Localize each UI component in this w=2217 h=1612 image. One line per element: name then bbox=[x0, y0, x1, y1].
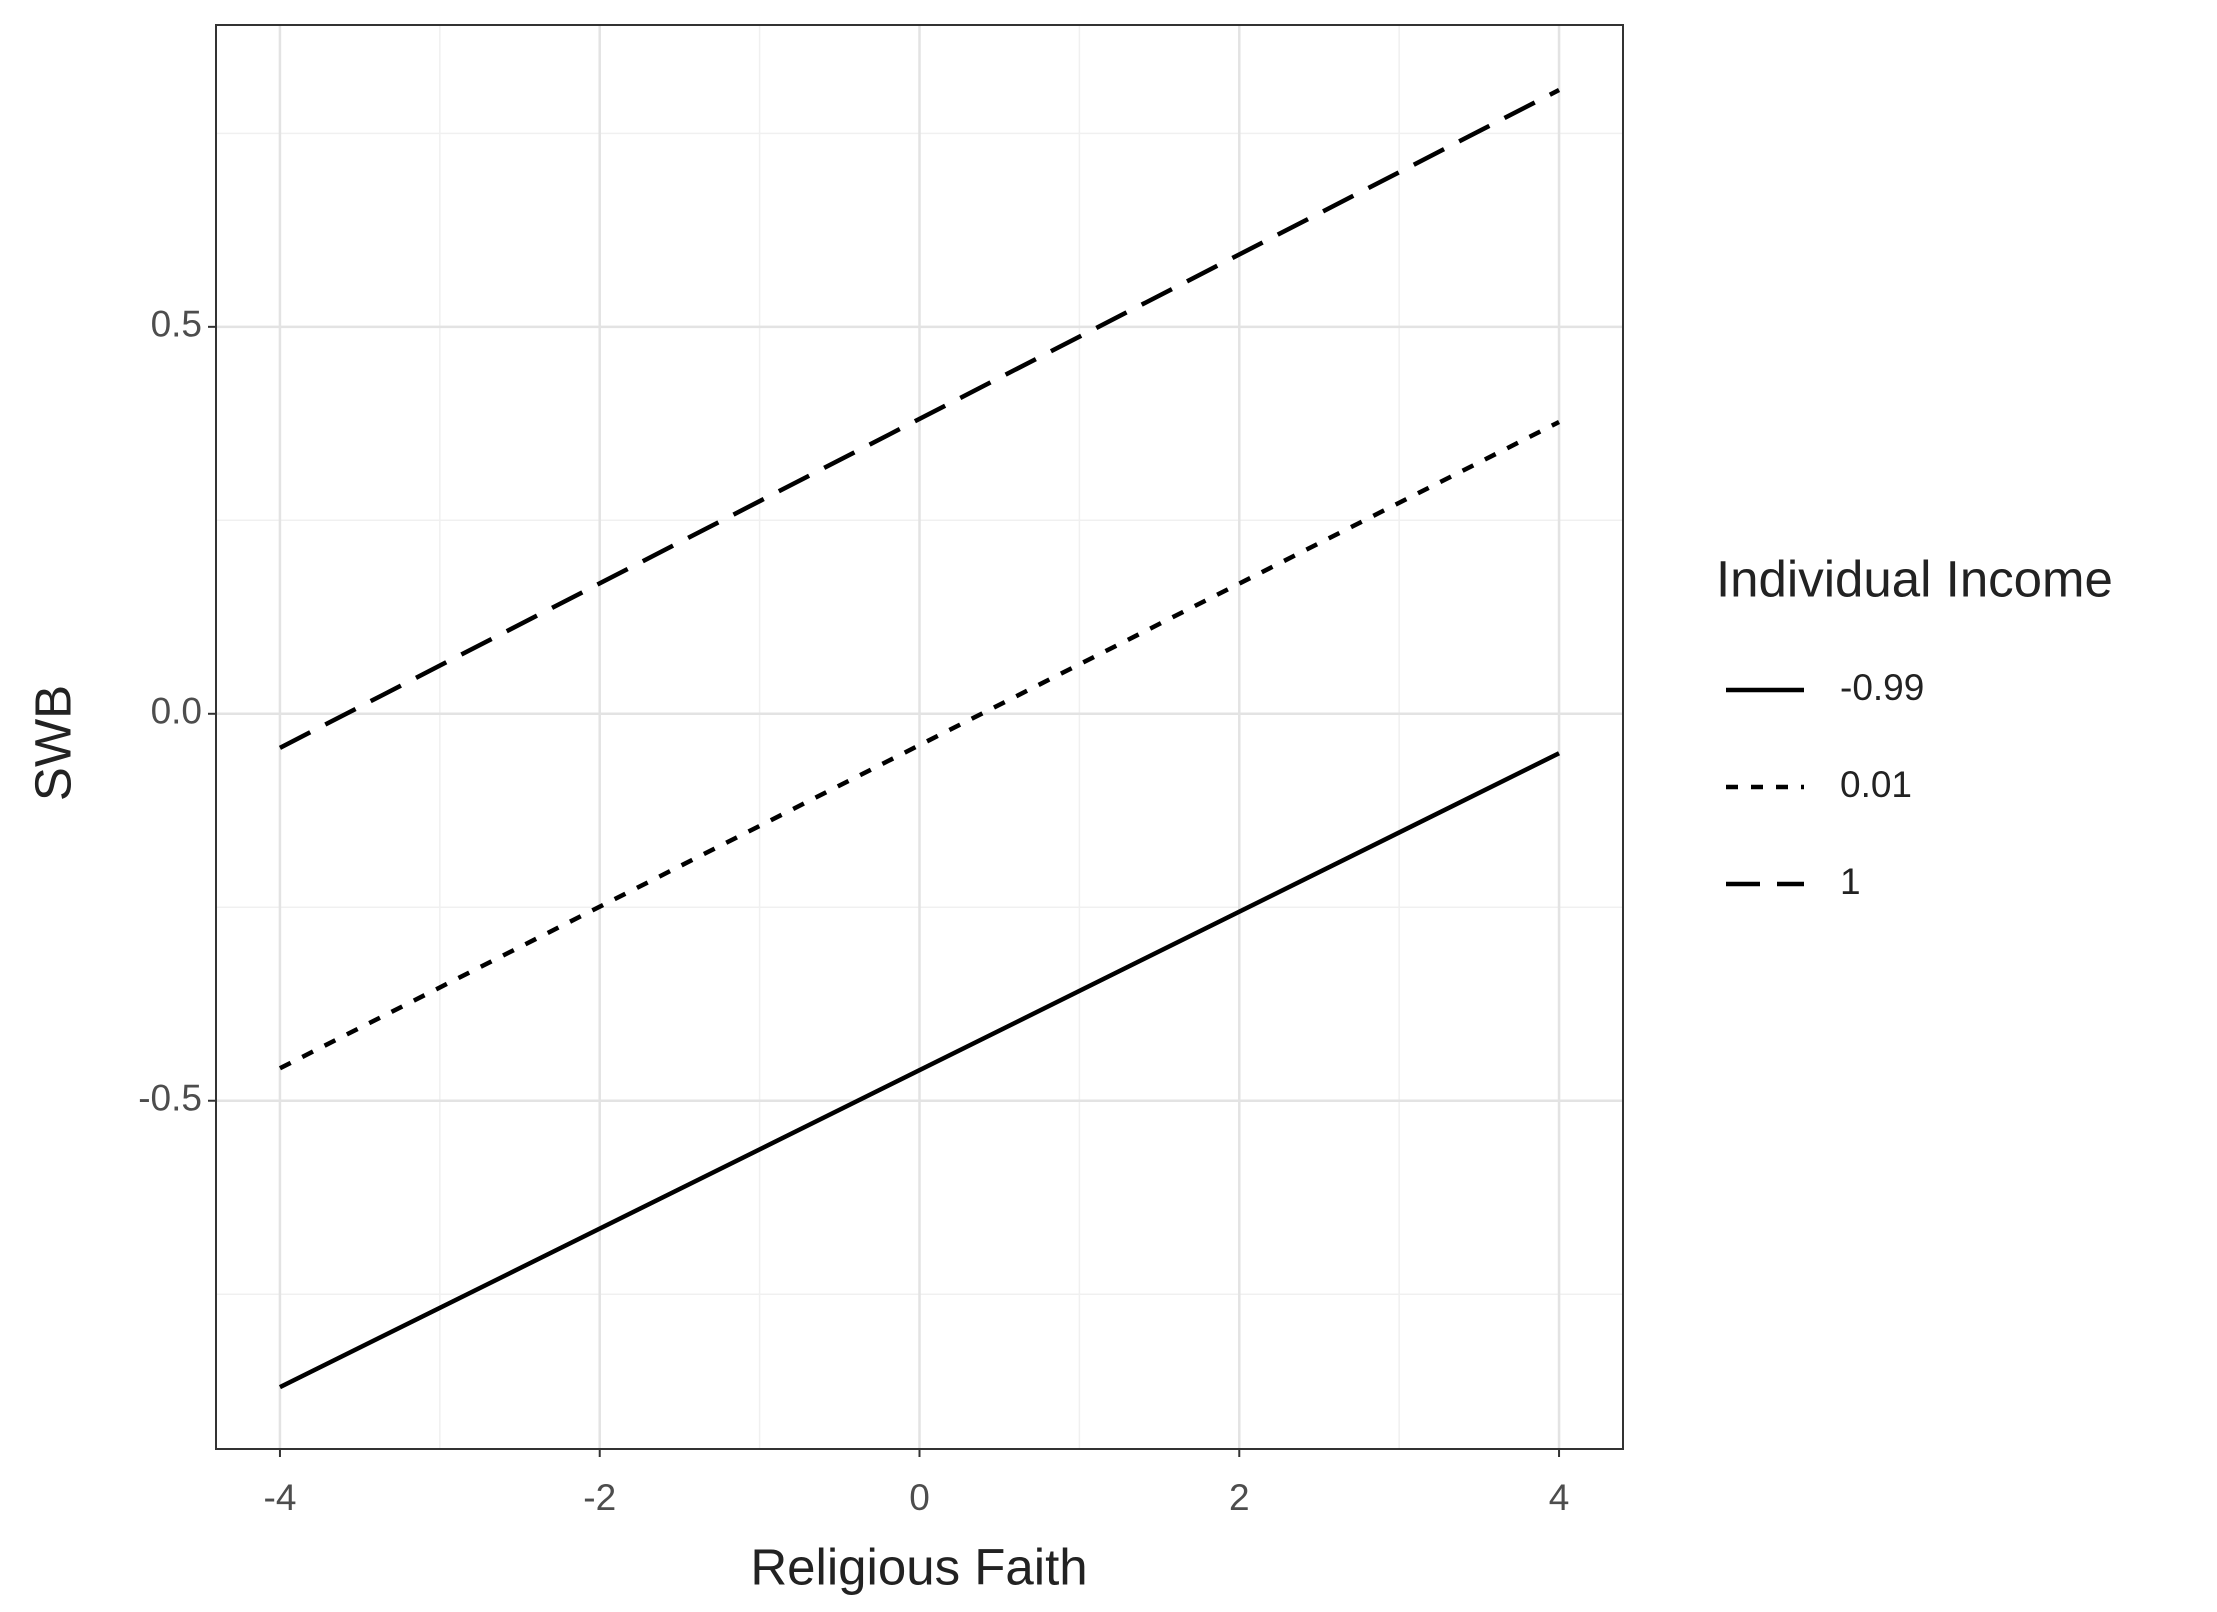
x-tick-label: -2 bbox=[583, 1477, 616, 1518]
legend-title: Individual Income bbox=[1716, 550, 2113, 607]
legend-label: 1 bbox=[1840, 861, 1861, 902]
series-line bbox=[278, 88, 1561, 750]
y-tick-label: 0.0 bbox=[151, 691, 202, 732]
series-line bbox=[278, 751, 1561, 1390]
y-axis-title: SWB bbox=[24, 685, 81, 801]
x-tick-label: 0 bbox=[909, 1477, 930, 1518]
x-axis-title: Religious Faith bbox=[750, 1538, 1087, 1595]
x-tick-label: -4 bbox=[264, 1477, 297, 1518]
x-tick-label: 4 bbox=[1549, 1477, 1570, 1518]
y-tick-label: 0.5 bbox=[151, 304, 202, 345]
plot-border bbox=[215, 24, 1624, 1450]
legend-label: 0.01 bbox=[1840, 764, 1912, 805]
legend-label: -0.99 bbox=[1840, 667, 1924, 708]
y-tick-label: -0.5 bbox=[138, 1078, 202, 1119]
x-tick-label: 2 bbox=[1229, 1477, 1250, 1518]
